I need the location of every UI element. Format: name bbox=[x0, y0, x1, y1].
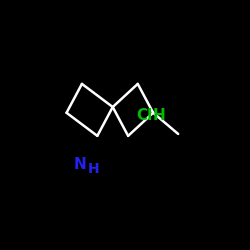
Text: N: N bbox=[74, 157, 86, 172]
Text: H: H bbox=[88, 162, 99, 175]
Text: H: H bbox=[152, 108, 165, 123]
Text: Cl: Cl bbox=[136, 108, 152, 123]
